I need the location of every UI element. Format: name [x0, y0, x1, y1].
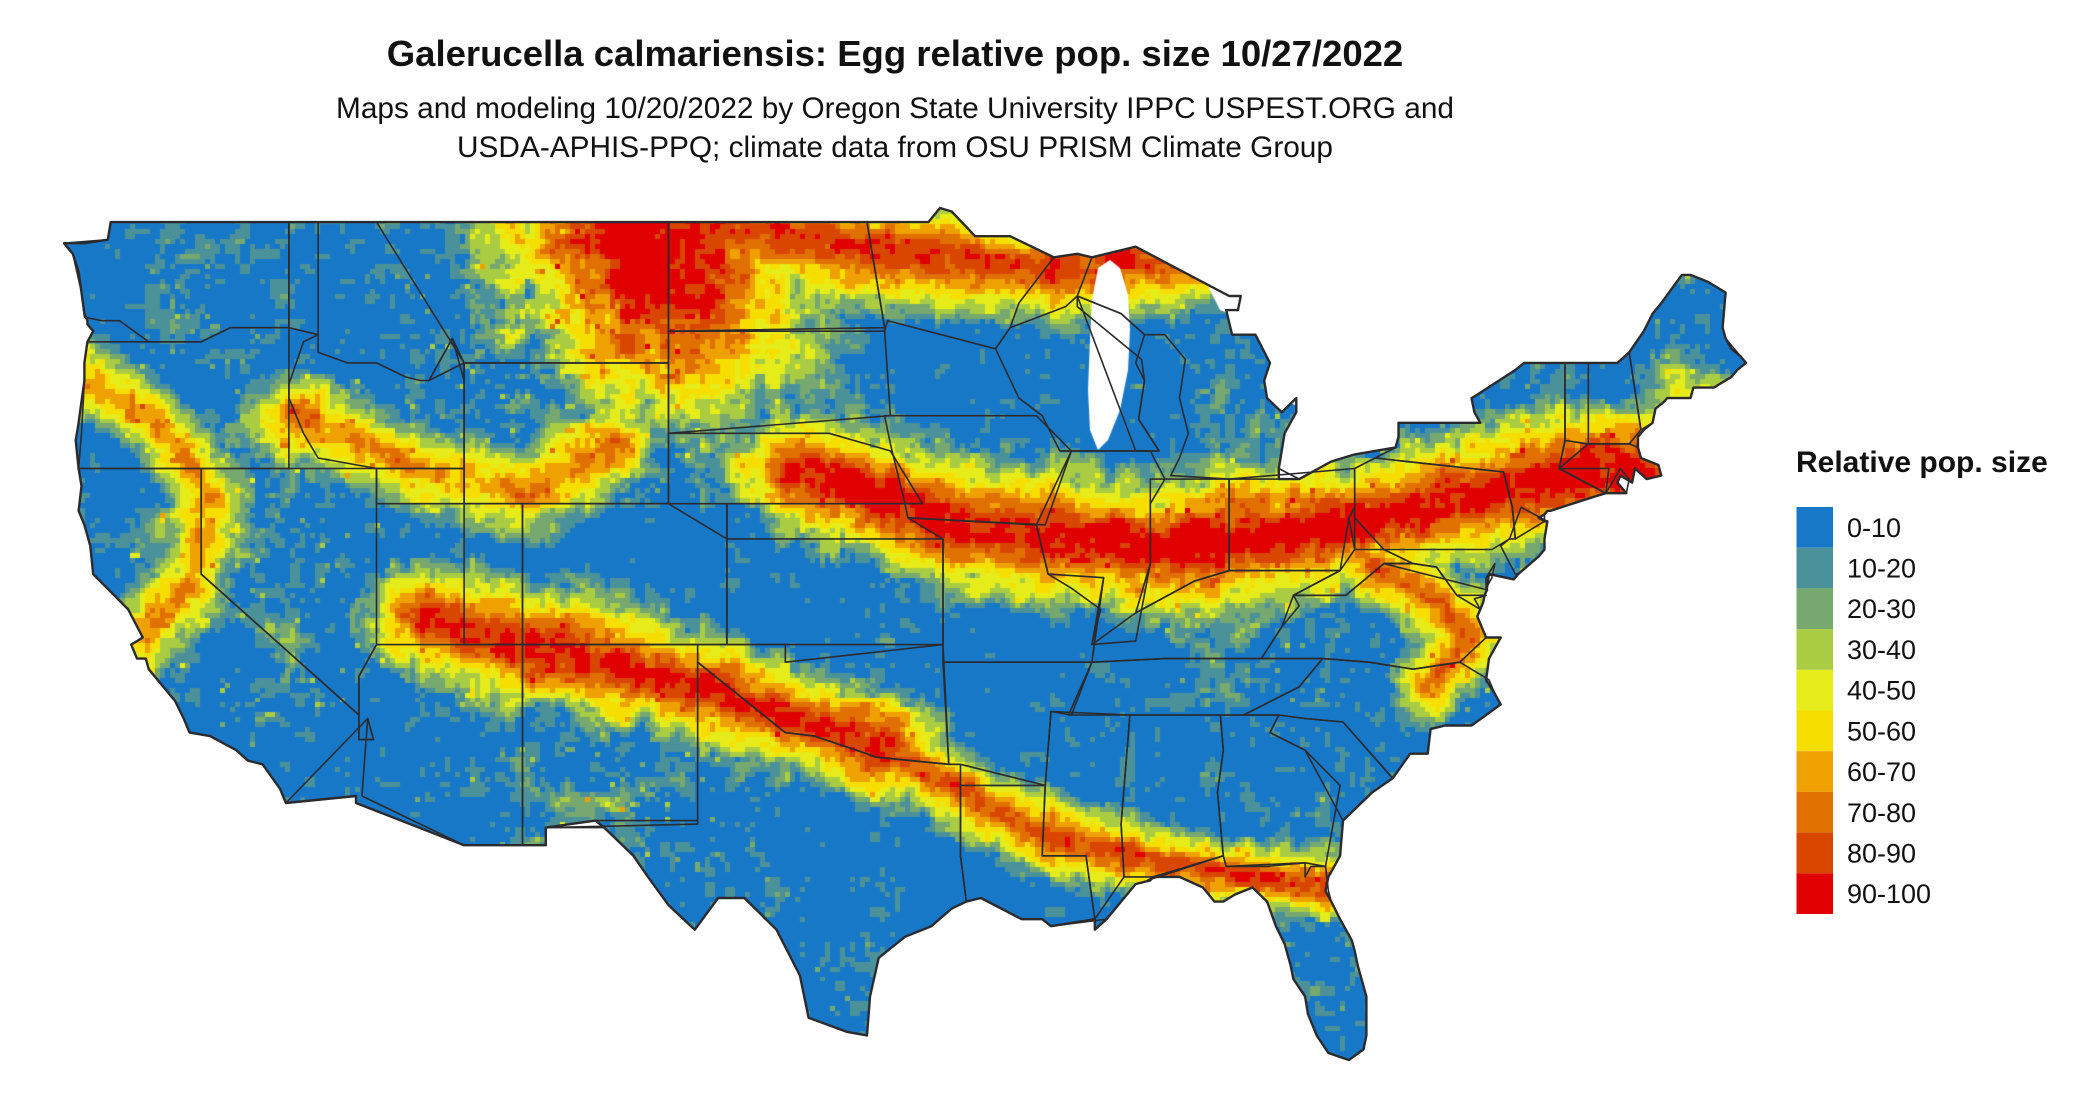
svg-text:50-60: 50-60 — [1847, 716, 1916, 746]
svg-text:60-70: 60-70 — [1847, 757, 1916, 787]
svg-text:10-20: 10-20 — [1847, 554, 1916, 584]
svg-text:40-50: 40-50 — [1847, 676, 1916, 706]
svg-text:90-100: 90-100 — [1847, 879, 1931, 909]
svg-text:0-10: 0-10 — [1847, 513, 1901, 543]
svg-text:30-40: 30-40 — [1847, 635, 1916, 665]
svg-text:Relative pop. size: Relative pop. size — [1796, 446, 2048, 479]
svg-text:80-90: 80-90 — [1847, 839, 1916, 869]
svg-text:70-80: 70-80 — [1847, 798, 1916, 828]
svg-text:20-30: 20-30 — [1847, 594, 1916, 624]
